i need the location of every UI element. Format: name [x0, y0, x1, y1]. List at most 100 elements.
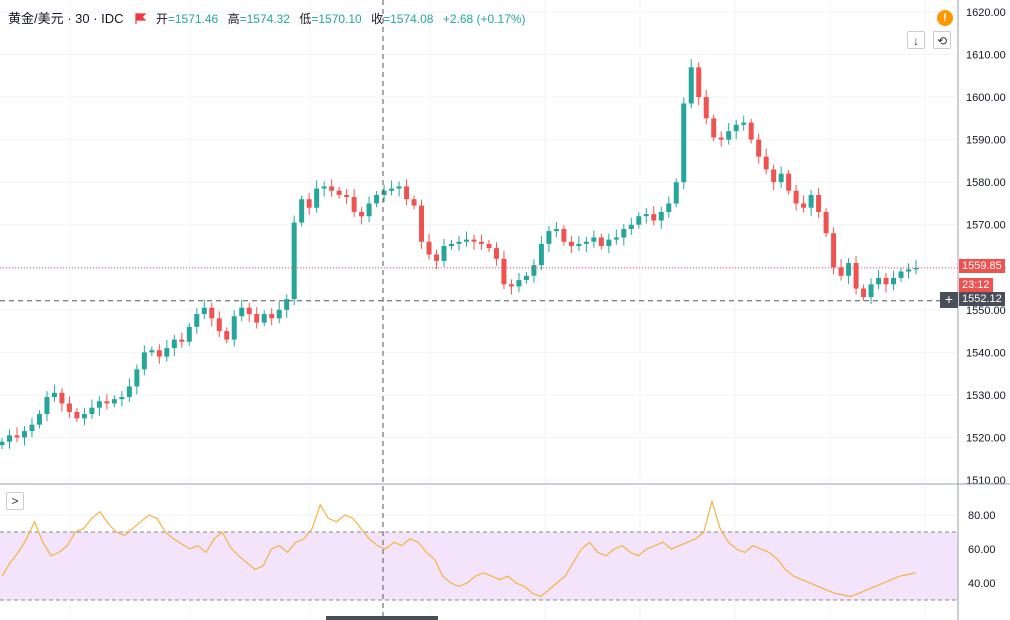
candle-body	[688, 67, 694, 104]
rsi-band-fill	[0, 532, 958, 600]
candle-body	[726, 131, 732, 140]
high-value: =1574.32	[239, 12, 290, 26]
alert-icon[interactable]: !	[937, 10, 953, 26]
candle-body	[553, 228, 559, 232]
candle-body	[793, 190, 799, 204]
candle-body	[711, 118, 717, 138]
candle-body	[201, 307, 207, 315]
candle-body	[59, 392, 65, 404]
price-tick-label: 1520.00	[966, 432, 1006, 444]
candle-body	[224, 331, 230, 340]
candle-body	[486, 243, 492, 249]
crosshair-price-tag: 1552.12	[959, 292, 1005, 306]
candle-body	[404, 186, 410, 200]
high-label: 高	[227, 12, 240, 26]
low-value: =1570.10	[311, 12, 362, 26]
candle-body	[119, 397, 125, 400]
candle-body	[6, 435, 12, 442]
candle-body	[643, 214, 649, 217]
candle-body	[906, 269, 912, 272]
candle-body	[876, 277, 882, 285]
candle-body	[538, 243, 544, 266]
scroll-down-button[interactable]: ↓	[907, 31, 925, 49]
candle-body	[441, 246, 447, 261]
price-tick-label: 1570.00	[966, 220, 1006, 232]
expand-pane-button[interactable]: >	[6, 492, 24, 510]
candle-body	[801, 203, 807, 208]
candle-body	[194, 314, 200, 327]
candle-body	[396, 186, 402, 189]
candle-body	[636, 216, 642, 225]
candle-body	[411, 199, 417, 206]
candlestick-series	[0, 59, 919, 449]
candle-body	[126, 386, 132, 398]
change-value: +2.68 (+0.17%)	[442, 12, 526, 26]
candle-body	[816, 194, 822, 212]
candle-body	[493, 248, 499, 259]
candle-body	[111, 399, 117, 404]
candle-body	[14, 435, 20, 438]
add-plus-icon[interactable]: +	[940, 292, 958, 308]
candle-body	[216, 318, 222, 332]
candle-body	[831, 233, 837, 268]
candle-body	[531, 265, 537, 276]
candle-body	[389, 188, 395, 191]
candle-body	[261, 314, 267, 323]
countdown-tag: 23:12	[959, 278, 993, 292]
candle-body	[718, 137, 724, 140]
candle-body	[658, 211, 664, 221]
candle-body	[568, 241, 574, 246]
candle-body	[434, 254, 440, 261]
price-tick-label: 1510.00	[966, 475, 1006, 487]
chart-header: 黄金/美元 · 30 · IDC 开=1571.46 高=1574.32 低=1…	[8, 8, 532, 27]
candle-body	[846, 263, 852, 276]
candle-body	[666, 203, 672, 212]
price-tick-label: 1580.00	[966, 177, 1006, 189]
candle-body	[66, 403, 72, 412]
close-label: 收	[371, 12, 384, 26]
candle-body	[763, 156, 769, 170]
candle-body	[838, 267, 844, 276]
candle-body	[381, 190, 387, 195]
candle-body	[51, 392, 57, 398]
candle-body	[74, 411, 80, 419]
rsi-tick-label: 80.00	[968, 510, 996, 522]
candle-body	[291, 222, 297, 300]
flag-icon[interactable]	[135, 13, 147, 24]
price-tick-label: 1550.00	[966, 305, 1006, 317]
candle-body	[741, 122, 747, 125]
candle-body	[276, 309, 282, 319]
candle-body	[583, 241, 589, 244]
candle-body	[748, 122, 754, 140]
candle-body	[696, 67, 702, 98]
rsi-series	[1, 499, 917, 598]
candle-body	[883, 277, 889, 285]
candle-body	[778, 173, 784, 183]
price-tick-label: 1530.00	[966, 390, 1006, 402]
candle-body	[891, 277, 897, 285]
candle-body	[449, 243, 455, 246]
candle-body	[269, 314, 275, 319]
candle-body	[231, 316, 237, 340]
candle-body	[321, 186, 327, 189]
reset-chart-button[interactable]: ⟲	[933, 31, 951, 49]
open-value: =1571.46	[167, 12, 219, 26]
candle-body	[868, 284, 874, 298]
rsi-line	[1, 499, 917, 598]
candle-body	[36, 414, 42, 425]
price-tick-label: 1540.00	[966, 347, 1006, 359]
price-tick-label: 1620.00	[966, 7, 1006, 19]
candle-body	[651, 214, 657, 221]
candle-body	[366, 203, 372, 217]
candle-body	[546, 231, 552, 244]
candle-body	[598, 237, 604, 246]
candle-body	[853, 263, 859, 289]
candle-body	[823, 211, 829, 234]
last-price-tag: 1559.85	[959, 259, 1005, 273]
candle-body	[478, 241, 484, 244]
symbol-title[interactable]: 黄金/美元 · 30 · IDC	[8, 11, 124, 26]
candle-body	[314, 188, 320, 208]
candle-body	[344, 194, 350, 198]
